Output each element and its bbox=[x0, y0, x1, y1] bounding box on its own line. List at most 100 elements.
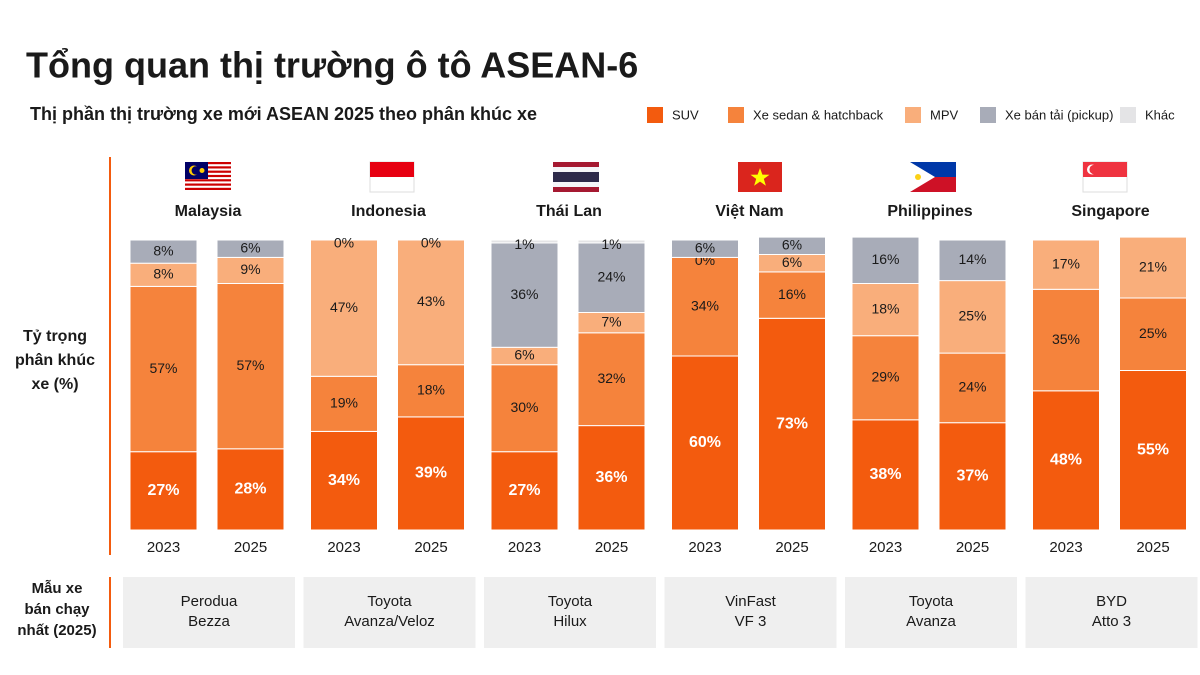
value-label: 6% bbox=[782, 237, 802, 253]
flag-indonesia bbox=[369, 161, 415, 193]
value-label: 8% bbox=[153, 242, 173, 258]
value-label: 6% bbox=[782, 254, 802, 270]
bar-segment bbox=[577, 239, 646, 244]
x-tick-label: 2025 bbox=[414, 539, 447, 556]
country-name: Việt Nam bbox=[715, 203, 783, 220]
y-axis-label: Tỷ trọng bbox=[23, 328, 87, 345]
bar-segment bbox=[758, 271, 826, 319]
bar-segment bbox=[397, 239, 465, 366]
bar-segment bbox=[129, 239, 198, 264]
bar-segment bbox=[851, 335, 920, 421]
subtitle: Thị phần thị trường xe mới ASEAN 2025 th… bbox=[30, 104, 537, 124]
value-label: 34% bbox=[691, 297, 719, 313]
legend-label: Khác bbox=[1145, 107, 1175, 122]
bar-segment bbox=[310, 375, 378, 432]
bar-segment bbox=[851, 236, 920, 285]
best-seller: VinFast bbox=[725, 593, 776, 610]
x-tick-label: 2025 bbox=[956, 539, 989, 556]
best-seller-box bbox=[303, 577, 476, 648]
legend-swatch bbox=[980, 107, 996, 123]
legend-swatch bbox=[728, 107, 744, 123]
legend-label: MPV bbox=[930, 107, 959, 122]
bar-segment bbox=[1119, 297, 1187, 371]
bar-segment bbox=[216, 448, 285, 531]
value-label: 16% bbox=[778, 286, 806, 302]
x-tick-label: 2023 bbox=[1049, 539, 1082, 556]
country-name: Singapore bbox=[1071, 203, 1149, 220]
best-seller-box bbox=[845, 577, 1017, 648]
best-seller: Toyota bbox=[909, 593, 954, 610]
value-label: 19% bbox=[330, 395, 358, 411]
value-label: 6% bbox=[695, 239, 715, 255]
value-label: 36% bbox=[510, 286, 538, 302]
y-axis-label: xe (%) bbox=[31, 376, 78, 393]
value-label: 28% bbox=[234, 481, 266, 498]
best-seller: Hilux bbox=[553, 613, 587, 630]
bar-segment bbox=[1032, 239, 1100, 290]
value-label: 7% bbox=[601, 313, 621, 329]
y-axis-label: phân khúc bbox=[15, 352, 95, 369]
value-label: 35% bbox=[1052, 331, 1080, 347]
legend-swatch bbox=[905, 107, 921, 123]
value-label: 1% bbox=[601, 236, 621, 252]
value-label: 30% bbox=[510, 399, 538, 415]
value-label: 6% bbox=[240, 239, 260, 255]
legend-label: Xe bán tải (pickup) bbox=[1005, 107, 1113, 122]
x-tick-label: 2023 bbox=[147, 539, 180, 556]
value-label: 38% bbox=[869, 466, 901, 483]
value-label: 47% bbox=[330, 299, 358, 315]
legend-swatch bbox=[1120, 107, 1136, 123]
value-label: 27% bbox=[508, 482, 540, 499]
best-seller-box bbox=[123, 577, 295, 648]
bar-segment bbox=[577, 242, 646, 313]
bar-segment bbox=[216, 283, 285, 450]
value-label: 57% bbox=[236, 357, 264, 373]
flag-malaysia bbox=[185, 162, 231, 192]
bar-segment bbox=[758, 317, 826, 531]
best-seller-box bbox=[664, 577, 837, 648]
value-label: 0% bbox=[334, 235, 354, 251]
bar-segment bbox=[577, 425, 646, 531]
bar-segment bbox=[577, 332, 646, 427]
country-name: Malaysia bbox=[175, 203, 242, 220]
value-label: 25% bbox=[1139, 325, 1167, 341]
bar-segment bbox=[758, 236, 826, 256]
value-label: 73% bbox=[776, 415, 808, 432]
value-label: 16% bbox=[871, 251, 899, 267]
value-label: 24% bbox=[958, 379, 986, 395]
bar-segment bbox=[490, 239, 559, 244]
x-tick-label: 2023 bbox=[869, 539, 902, 556]
bar-segment bbox=[490, 242, 559, 348]
bar-segment bbox=[851, 419, 920, 531]
best-seller: Atto 3 bbox=[1092, 613, 1131, 630]
value-label: 27% bbox=[147, 482, 179, 499]
country-name: Thái Lan bbox=[536, 203, 602, 220]
value-label: 37% bbox=[956, 468, 988, 485]
value-label: 18% bbox=[417, 382, 445, 398]
value-label: 43% bbox=[417, 293, 445, 309]
value-label: 39% bbox=[415, 465, 447, 482]
value-label: 25% bbox=[958, 308, 986, 324]
bar-segment bbox=[938, 239, 1007, 282]
legend-label: Xe sedan & hatchback bbox=[753, 107, 884, 122]
bar-segment bbox=[1119, 370, 1187, 531]
value-label: 55% bbox=[1137, 441, 1169, 458]
value-label: 18% bbox=[871, 300, 899, 316]
country-name: Philippines bbox=[887, 203, 972, 220]
bar-segment bbox=[1032, 390, 1100, 531]
best-seller: Toyota bbox=[367, 593, 412, 610]
x-tick-label: 2023 bbox=[327, 539, 360, 556]
legend-swatch bbox=[647, 107, 663, 123]
row-label: Mẫu xe bbox=[32, 580, 83, 597]
flag-vietnam bbox=[738, 162, 782, 192]
best-seller: Perodua bbox=[181, 593, 238, 610]
value-label: 24% bbox=[597, 268, 625, 284]
flag-philippines bbox=[910, 162, 956, 192]
x-tick-label: 2025 bbox=[234, 539, 267, 556]
bar-segment bbox=[938, 280, 1007, 354]
x-tick-label: 2023 bbox=[688, 539, 721, 556]
x-tick-label: 2025 bbox=[1136, 539, 1169, 556]
value-label: 36% bbox=[595, 469, 627, 486]
x-tick-label: 2023 bbox=[508, 539, 541, 556]
